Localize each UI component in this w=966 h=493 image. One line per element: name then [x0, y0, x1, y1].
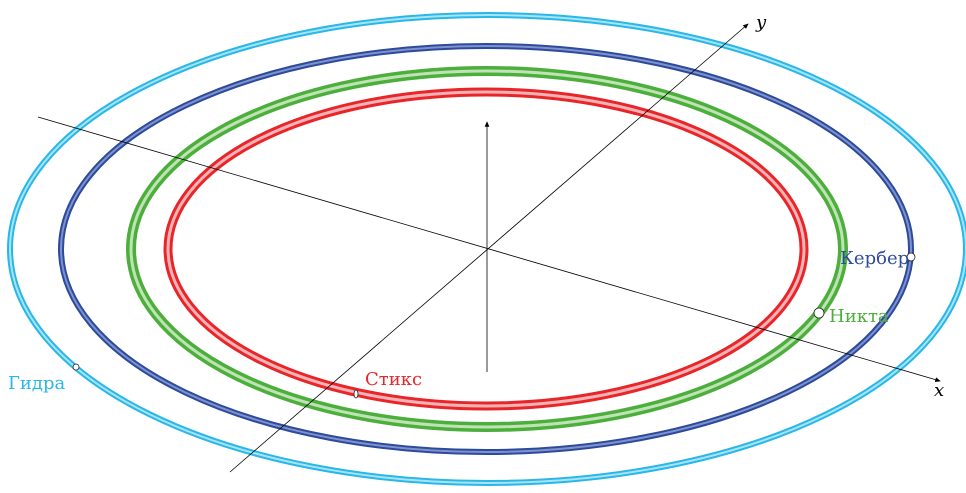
orbit-nix	[126, 66, 848, 432]
x-axis-label: x	[934, 380, 944, 401]
y-axis	[229, 23, 749, 473]
orbit-styx	[163, 87, 809, 411]
hydra-marker	[72, 363, 80, 371]
moon-markers	[72, 252, 916, 399]
label-kerberos: Кербер	[840, 248, 909, 269]
y-axis-label: y	[755, 12, 767, 33]
styx-marker	[353, 389, 359, 399]
label-nix: Никта	[829, 306, 889, 327]
axes: x y	[37, 12, 944, 473]
label-hydra: Гидра	[8, 373, 66, 394]
orbit-kerberos	[58, 43, 914, 455]
orbit-hydra	[7, 12, 966, 486]
nix-marker	[813, 307, 825, 319]
x-axis	[37, 116, 941, 382]
label-styx: Стикс	[365, 369, 422, 390]
kerberos-marker	[906, 252, 916, 262]
moon-labels: Гидра Кербер Никта Стикс	[8, 248, 909, 394]
